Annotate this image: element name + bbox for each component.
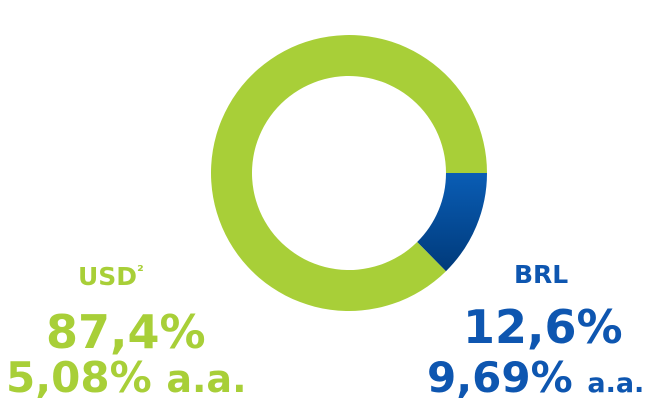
brl-slice-rate: 9,69% a.a. bbox=[427, 353, 645, 399]
usd-slice-rate: 5,08% a.a. bbox=[6, 353, 247, 399]
donut-slices bbox=[211, 35, 487, 311]
usd-slice bbox=[211, 35, 487, 311]
usd-slice-name: USD² bbox=[78, 262, 144, 291]
brl-slice-percentage: 12,6% bbox=[463, 300, 623, 354]
brl-slice-name: BRL bbox=[514, 260, 569, 289]
brl-slice bbox=[417, 173, 487, 272]
usd-slice-percentage: 87,4% bbox=[46, 305, 206, 359]
